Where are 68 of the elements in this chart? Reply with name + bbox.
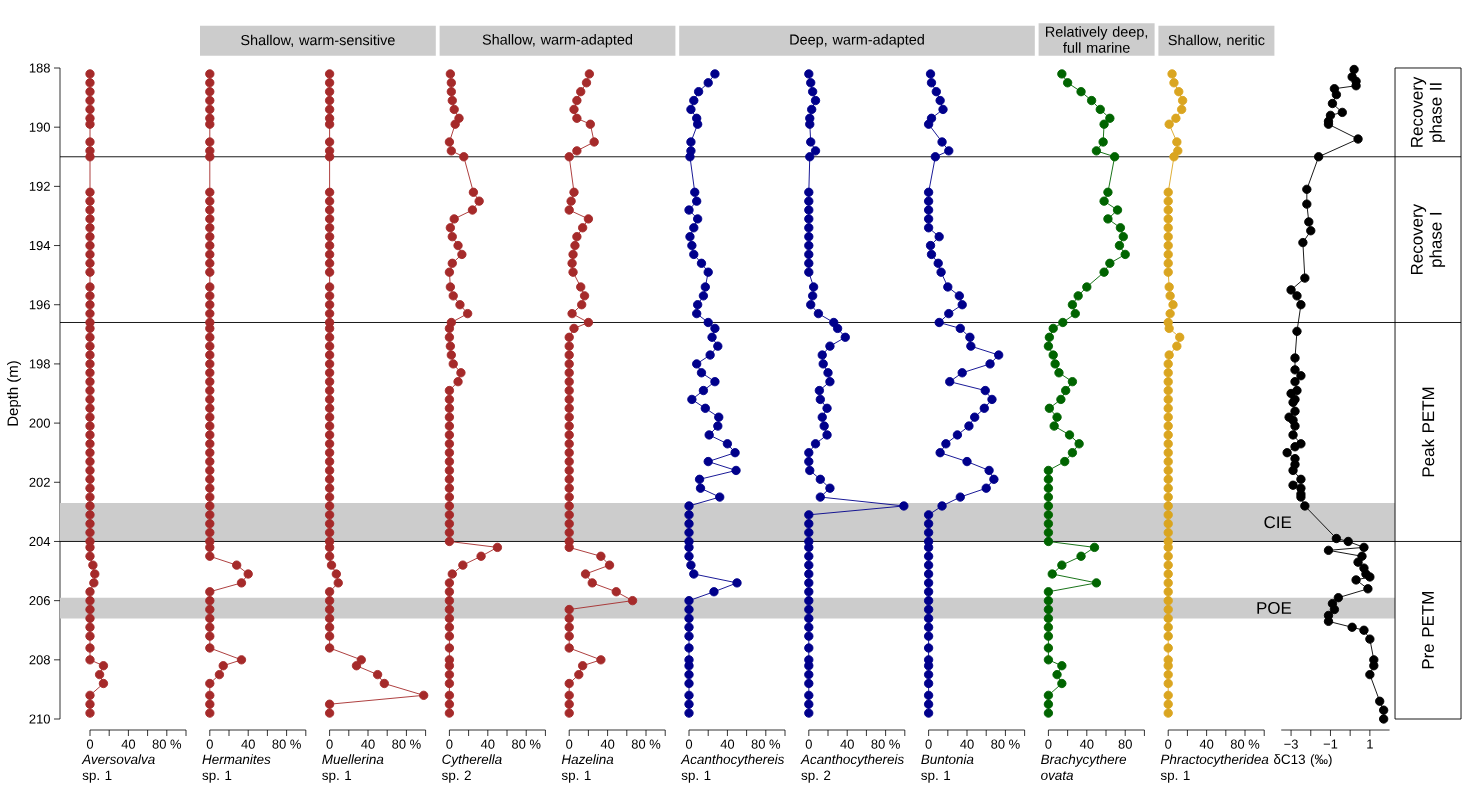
x-tick-label: 40 bbox=[1199, 739, 1214, 749]
text: Recovery phase II bbox=[1410, 76, 1446, 147]
y-axis-title: Depth (m) bbox=[7, 361, 21, 426]
text: Pre PETM bbox=[1422, 592, 1434, 669]
x-tick-label: 40 bbox=[361, 739, 375, 749]
x-tick-label: 80 bbox=[1118, 739, 1132, 749]
x-tick-label: 80 % bbox=[512, 739, 541, 749]
x-tick-label: 80 % bbox=[272, 739, 301, 749]
x-tick-label: 0 bbox=[1165, 739, 1172, 749]
x-tick-label: 0 bbox=[86, 739, 94, 749]
x-tick-label: 0 bbox=[805, 739, 812, 749]
y-tick-label: 200 bbox=[29, 418, 50, 428]
x-tick-label: 80 % bbox=[991, 739, 1020, 749]
x-tick-label: 40 bbox=[121, 739, 136, 749]
x-tick-label: 0 bbox=[326, 739, 333, 749]
text: Recovery phase I bbox=[1410, 203, 1446, 275]
x-axis-title: Hazelina sp. 1 bbox=[561, 754, 614, 783]
y-tick-label: 204 bbox=[29, 536, 51, 547]
x-tick-label: −3 bbox=[1284, 739, 1298, 749]
x-tick-label: 1 bbox=[1367, 739, 1373, 749]
y-tick-label: 196 bbox=[29, 300, 50, 310]
x-tick-label: 80 % bbox=[392, 739, 421, 749]
chart-title: Deep, warm-adapted bbox=[790, 34, 924, 48]
y-tick-label: 206 bbox=[29, 596, 50, 606]
band-label: POE bbox=[1257, 602, 1292, 615]
x-tick-label: 80 % bbox=[751, 739, 781, 749]
x-tick-label: 40 bbox=[960, 739, 974, 749]
x-tick-label: 0 bbox=[206, 739, 213, 749]
y-tick-label: 194 bbox=[29, 240, 51, 251]
y-tick-label: 192 bbox=[29, 181, 50, 191]
x-tick-label: 0 bbox=[685, 739, 693, 749]
x-tick-label: 40 bbox=[480, 739, 495, 749]
x-tick-label: 0 bbox=[925, 739, 932, 749]
band-label: CIE bbox=[1264, 516, 1292, 529]
x-axis-title: δC13 (‰) bbox=[1273, 754, 1332, 767]
x-axis-title: Hermanites sp. 1 bbox=[202, 754, 271, 783]
y-tick-label: 208 bbox=[29, 655, 50, 665]
y-tick-label: 210 bbox=[29, 714, 50, 724]
x-tick-label: 80 % bbox=[631, 739, 661, 749]
x-tick-label: 0 bbox=[446, 739, 453, 749]
x-axis-title: Brachycythere ovata bbox=[1041, 754, 1127, 781]
x-axis-title: Aversovalva sp. 1 bbox=[81, 754, 155, 783]
chart-title: Shallow, neritic bbox=[1168, 34, 1265, 47]
x-axis-title: Cytherella sp. 2 bbox=[441, 754, 502, 783]
chart-title: Shallow, warm-sensitive bbox=[241, 34, 395, 47]
x-tick-label: 40 bbox=[720, 739, 735, 749]
text: Peak PETM bbox=[1421, 387, 1435, 477]
x-tick-label: 80 % bbox=[871, 739, 900, 749]
x-tick-label: 80 % bbox=[152, 739, 182, 749]
x-axis-title: Phractocytheridea sp. 1 bbox=[1160, 754, 1269, 783]
x-tick-label: 40 bbox=[840, 739, 854, 749]
x-tick-label: 80 % bbox=[1230, 739, 1260, 749]
y-tick-label: 190 bbox=[29, 122, 50, 132]
x-tick-label: −1 bbox=[1323, 739, 1338, 749]
chart-title: Shallow, warm-adapted bbox=[482, 34, 633, 48]
x-axis-title: Acanthocythereis sp. 1 bbox=[680, 754, 785, 783]
x-tick-label: 40 bbox=[600, 739, 615, 749]
chart-title: Relatively deep, full marine bbox=[1046, 26, 1148, 53]
x-tick-label: 40 bbox=[241, 739, 255, 749]
x-tick-label: 40 bbox=[1079, 739, 1094, 749]
x-tick-label: 0 bbox=[566, 739, 573, 749]
x-axis-title: Buntonia sp. 1 bbox=[921, 754, 974, 783]
y-tick-label: 188 bbox=[29, 63, 50, 73]
x-tick-label: 0 bbox=[1045, 739, 1052, 749]
x-axis-title: Acanthocythereis sp. 2 bbox=[800, 754, 904, 783]
x-axis-title: Muellerina sp. 1 bbox=[322, 754, 384, 783]
y-tick-label: 202 bbox=[29, 477, 50, 487]
y-tick-label: 198 bbox=[29, 359, 50, 369]
